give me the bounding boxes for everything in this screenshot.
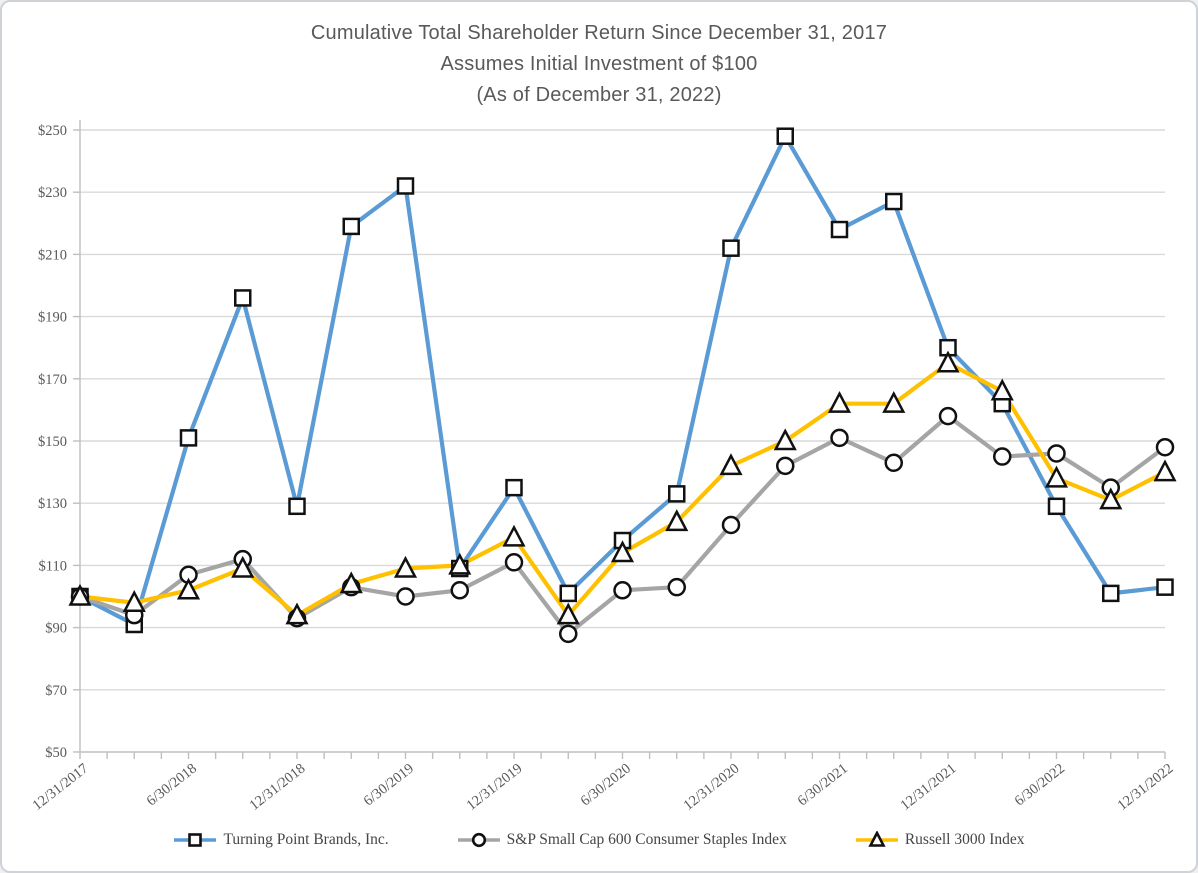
square-marker [505, 478, 523, 497]
square-marker [234, 289, 252, 307]
square-marker [1156, 578, 1174, 596]
x-tick-label: 6/30/2018 [144, 761, 200, 810]
circle-marker [938, 406, 958, 426]
square-marker [342, 217, 360, 236]
circle-marker [830, 428, 849, 448]
y-tick-label: $210 [38, 247, 67, 263]
triangle-marker [122, 590, 146, 612]
triangle-marker [285, 602, 309, 625]
circle-marker [1047, 444, 1066, 463]
triangle-marker [719, 453, 743, 476]
legend-label: S&P Small Cap 600 Consumer Staples Index [506, 831, 787, 848]
circle-marker [396, 587, 415, 606]
square-marker [1047, 497, 1066, 516]
x-tick-label: 12/31/2017 [30, 761, 92, 814]
chart-title-line3: (As of December 31, 2022) [476, 84, 722, 106]
x-tick-label: 6/30/2019 [361, 761, 417, 810]
legend-circle-marker-icon [457, 832, 500, 848]
square-marker [1102, 584, 1120, 603]
series-markers-1 [70, 406, 1175, 644]
circle-marker [993, 447, 1012, 466]
circle-marker [884, 453, 903, 473]
x-tick-label: 12/31/2019 [464, 761, 526, 814]
y-tick-label: $130 [38, 496, 67, 512]
triangle-marker [1099, 487, 1123, 510]
triangle-marker [68, 583, 92, 606]
square-marker [179, 429, 198, 447]
circle-marker [667, 577, 686, 597]
legend-square-marker-icon [174, 833, 217, 847]
triangle-marker [176, 577, 201, 600]
triangle-marker [773, 428, 797, 451]
triangle-marker [556, 602, 580, 625]
y-tick-label: $70 [45, 683, 67, 699]
x-axis-labels: 12/31/2017 6/30/2018 12/31/2018 6/30/2019 12… [30, 761, 1177, 814]
triangle-marker [1044, 465, 1069, 488]
square-marker [885, 192, 903, 211]
triangle-marker [339, 571, 363, 594]
y-tick-label: $90 [45, 621, 67, 637]
x-tick-label: 6/30/2020 [578, 761, 634, 810]
triangle-marker [610, 540, 635, 563]
square-marker [776, 127, 794, 145]
triangle-marker [990, 378, 1014, 401]
square-marker [668, 485, 686, 503]
circle-marker [613, 581, 632, 600]
triangle-marker [1153, 459, 1177, 482]
circle-marker [559, 624, 578, 644]
legend-label: Russell 3000 Index [904, 831, 1025, 848]
triangle-marker [231, 555, 255, 578]
square-marker [830, 220, 849, 239]
y-tick-label: $250 [38, 123, 67, 139]
square-marker [559, 584, 577, 603]
y-tick-label: $170 [38, 372, 67, 388]
y-tick-label: $150 [38, 434, 67, 450]
y-tick-label: $230 [38, 185, 67, 201]
legend-item-turning-point-brands: Turning Point Brands, Inc. [173, 831, 389, 849]
triangle-marker [448, 552, 472, 575]
circle-marker [721, 515, 741, 535]
triangle-marker [393, 555, 418, 578]
circle-marker [450, 581, 469, 600]
y-tick-label: $50 [45, 745, 67, 761]
legend-item-russell-3000: Russell 3000 Index [855, 831, 1025, 849]
circle-marker [504, 553, 524, 572]
x-tick-label: 12/31/2021 [898, 761, 960, 814]
chart-title-line1: Cumulative Total Shareholder Return Sinc… [310, 22, 888, 44]
legend-triangle-marker-icon [855, 831, 898, 847]
triangle-marker [827, 391, 852, 413]
x-tick-label: 6/30/2021 [795, 761, 851, 810]
y-tick-label: $110 [39, 558, 67, 574]
square-marker [396, 177, 415, 195]
legend-label: Turning Point Brands, Inc. [223, 831, 389, 848]
circle-marker [776, 456, 795, 476]
legend-item-sp-smallcap-600-consumer-staples: S&P Small Cap 600 Consumer Staples Index [457, 831, 787, 849]
circle-marker [1155, 437, 1175, 457]
x-tick-label: 12/31/2018 [247, 761, 309, 814]
gridlines [73, 120, 1166, 759]
series-markers-2 [68, 350, 1177, 625]
square-marker [288, 497, 306, 516]
x-tick-label: 12/31/2020 [681, 761, 743, 814]
triangle-marker [882, 391, 906, 413]
y-tick-label: $190 [38, 310, 67, 326]
chart-legend: Turning Point Brands, Inc. S&P Small Cap… [2, 831, 1196, 849]
triangle-marker [936, 350, 960, 373]
chart-title: Cumulative Total Shareholder Return Sinc… [2, 18, 1196, 111]
chart-title-line2: Assumes Initial Investment of $100 [440, 53, 758, 75]
triangle-marker [665, 509, 689, 532]
x-tick-label: 6/30/2022 [1012, 761, 1068, 810]
square-marker [722, 239, 740, 257]
triangle-marker [502, 524, 526, 547]
y-axis-labels: $50 $70 $90 $110 $130 $150 $170 $190 $210 $230 $25… [38, 123, 67, 761]
x-tick-label: 12/31/2022 [1115, 761, 1177, 814]
